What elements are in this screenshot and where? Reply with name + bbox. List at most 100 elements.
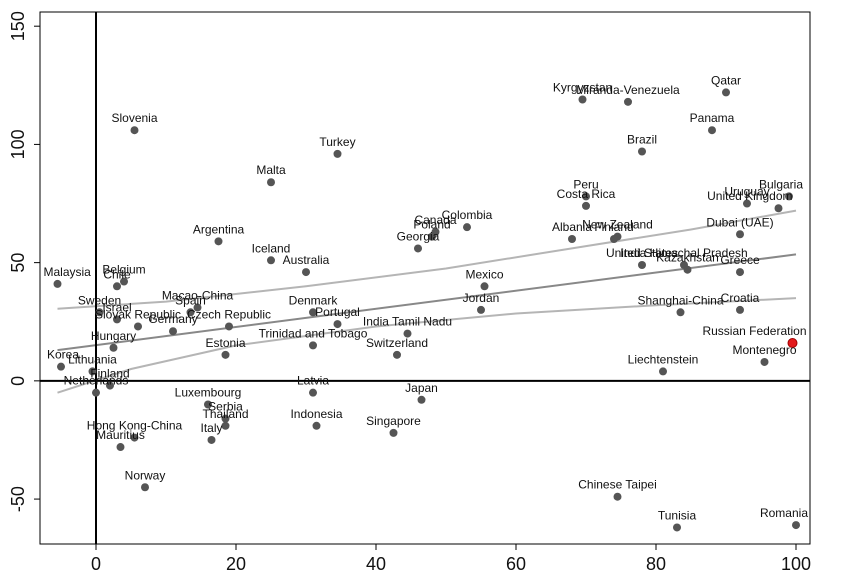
point-label: Dubai (UAE) bbox=[706, 215, 773, 229]
data-point bbox=[610, 234, 618, 243]
point-label: Iceland bbox=[252, 241, 291, 255]
data-point bbox=[683, 265, 692, 274]
point-label: Portugal bbox=[315, 305, 360, 319]
point-label: Chinese Taipei bbox=[578, 478, 657, 492]
point-label: Colombia bbox=[442, 208, 493, 222]
data-point bbox=[708, 126, 716, 135]
point-label: Netherlands bbox=[64, 374, 129, 388]
data-point bbox=[113, 315, 121, 324]
data-point bbox=[760, 357, 769, 366]
data-point bbox=[582, 192, 590, 201]
data-point bbox=[186, 308, 195, 317]
y-tick-label: -50 bbox=[8, 486, 28, 512]
x-tick-label: 80 bbox=[646, 554, 666, 574]
point-label: Liechtenstein bbox=[628, 352, 699, 366]
point-label: Macao-China bbox=[162, 289, 234, 303]
point-label: Brazil bbox=[627, 133, 657, 147]
point-label: United States bbox=[606, 246, 678, 260]
point-label: Norway bbox=[125, 468, 166, 482]
x-tick-label: 60 bbox=[506, 554, 526, 574]
fit-line bbox=[57, 253, 797, 352]
data-point bbox=[109, 343, 118, 352]
point-label: Albania bbox=[552, 220, 592, 234]
data-point bbox=[582, 201, 590, 210]
y-tick-label: 150 bbox=[8, 11, 28, 41]
point-label: Romania bbox=[760, 506, 808, 520]
point-label: Spain bbox=[175, 293, 206, 307]
highlight-point bbox=[787, 338, 798, 349]
point-label: Korea bbox=[47, 348, 79, 362]
data-point bbox=[120, 277, 128, 286]
point-label: Mexico bbox=[465, 267, 503, 281]
data-point bbox=[221, 421, 230, 430]
point-label: Costa Rica bbox=[557, 187, 616, 201]
point-label: Sweden bbox=[78, 293, 121, 307]
point-label: Croatia bbox=[721, 291, 760, 305]
data-point bbox=[214, 237, 223, 246]
point-label: Argentina bbox=[193, 222, 245, 236]
point-label: Latvia bbox=[297, 374, 329, 388]
y-tick-label: 50 bbox=[8, 253, 28, 273]
data-point bbox=[267, 256, 275, 265]
data-point bbox=[638, 147, 646, 156]
data-point bbox=[116, 443, 125, 452]
point-label: Slovak Republic bbox=[95, 307, 181, 321]
data-point bbox=[792, 521, 800, 530]
point-label: Mauritius bbox=[96, 428, 145, 442]
point-label: Italy bbox=[200, 421, 222, 435]
point-label: Denmark bbox=[289, 293, 339, 307]
data-point bbox=[393, 350, 401, 359]
data-point bbox=[225, 322, 233, 331]
point-label: Lithuania bbox=[68, 352, 117, 366]
point-label: Belgium bbox=[102, 263, 145, 277]
point-label: Hungary bbox=[91, 329, 136, 343]
data-point bbox=[417, 395, 426, 404]
point-label: Serbia bbox=[208, 400, 243, 414]
data-point bbox=[92, 388, 100, 397]
data-point bbox=[309, 308, 317, 317]
point-label: Australia bbox=[283, 253, 330, 267]
data-point bbox=[673, 523, 681, 532]
data-point bbox=[480, 282, 489, 291]
point-label: Malta bbox=[256, 163, 286, 177]
data-point bbox=[638, 260, 646, 269]
point-label: United Kingdom bbox=[707, 189, 792, 203]
data-point bbox=[309, 341, 317, 350]
data-point bbox=[106, 381, 114, 390]
data-point bbox=[312, 421, 321, 430]
data-point bbox=[113, 282, 121, 291]
point-label: Singapore bbox=[366, 414, 421, 428]
point-label: Trinidad and Tobago bbox=[259, 326, 368, 340]
data-point bbox=[302, 268, 310, 277]
data-point bbox=[95, 308, 104, 317]
data-point bbox=[414, 244, 422, 253]
point-label: Switzerland bbox=[366, 336, 428, 350]
point-label: Czech Republic bbox=[187, 307, 271, 321]
data-point bbox=[221, 414, 230, 423]
data-point bbox=[613, 492, 622, 501]
data-point bbox=[785, 192, 793, 201]
point-label: Thailand bbox=[202, 407, 248, 421]
point-label: Canada bbox=[414, 213, 456, 227]
data-point bbox=[736, 268, 744, 277]
data-point bbox=[204, 400, 212, 409]
point-label: Bulgaria bbox=[759, 177, 803, 191]
data-point bbox=[141, 483, 149, 492]
point-label: Kazakhstan bbox=[656, 251, 719, 265]
point-label: India Tamil Nadu bbox=[363, 315, 452, 329]
x-tick-label: 40 bbox=[366, 554, 386, 574]
point-label: Germany bbox=[148, 312, 197, 326]
data-point bbox=[676, 308, 685, 317]
point-label: Shanghai-China bbox=[637, 293, 723, 307]
data-point bbox=[267, 178, 275, 187]
point-label: Russian Federation bbox=[702, 324, 806, 338]
data-point bbox=[736, 305, 744, 314]
data-point bbox=[578, 95, 587, 104]
point-label: Estonia bbox=[205, 336, 245, 350]
data-point bbox=[333, 149, 342, 158]
x-tick-label: 20 bbox=[226, 554, 246, 574]
data-point bbox=[722, 88, 730, 97]
data-point bbox=[57, 362, 65, 371]
